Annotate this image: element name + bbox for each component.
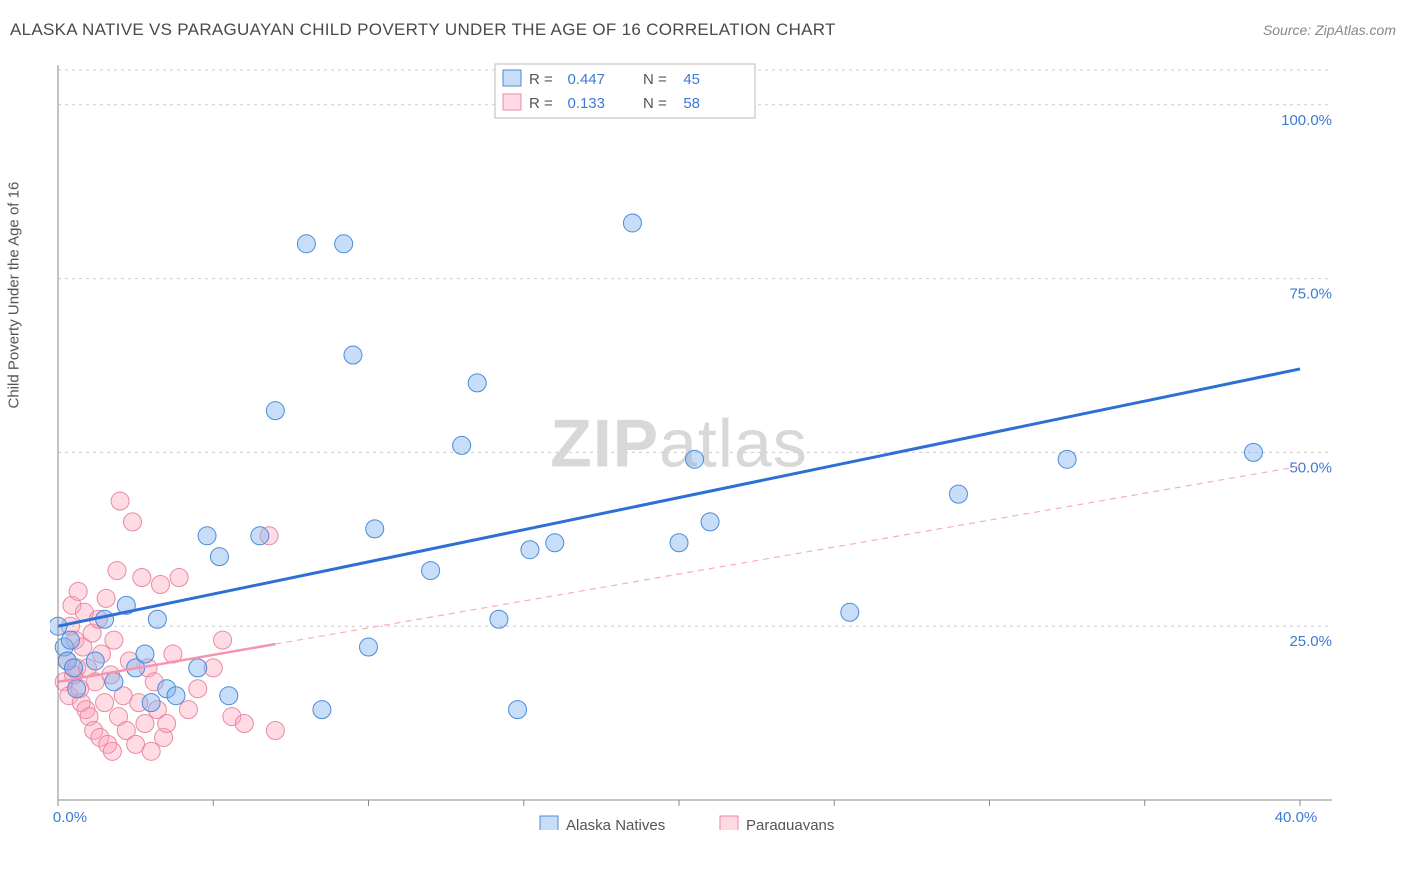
- scatter-point-a: [701, 513, 719, 531]
- scatter-point-a: [251, 527, 269, 545]
- scatter-point-a: [61, 631, 79, 649]
- scatter-point-b: [179, 701, 197, 719]
- legend-r-label-a: R =: [529, 71, 553, 88]
- legend-r-value-a: 0.447: [567, 71, 605, 88]
- legend-n-label-a: N =: [643, 71, 667, 88]
- y-tick-label: 100.0%: [1281, 112, 1332, 129]
- scatter-point-a: [344, 346, 362, 364]
- scatter-point-a: [490, 610, 508, 628]
- scatter-point-b: [133, 569, 151, 587]
- bottom-legend-label-a: Alaska Natives: [566, 817, 665, 830]
- scatter-point-a: [68, 680, 86, 698]
- scatter-point-a: [313, 701, 331, 719]
- scatter-point-a: [949, 485, 967, 503]
- scatter-point-a: [65, 659, 83, 677]
- bottom-legend-swatch-b: [720, 816, 738, 830]
- scatter-point-a: [142, 694, 160, 712]
- scatter-point-a: [623, 214, 641, 232]
- scatter-point-a: [468, 374, 486, 392]
- scatter-point-a: [366, 520, 384, 538]
- scatter-point-a: [546, 534, 564, 552]
- scatter-point-b: [142, 742, 160, 760]
- scatter-point-b: [151, 575, 169, 593]
- scatter-point-b: [103, 742, 121, 760]
- scatter-point-b: [69, 582, 87, 600]
- scatter-point-a: [686, 450, 704, 468]
- scatter-point-a: [360, 638, 378, 656]
- source-label: Source: ZipAtlas.com: [1263, 22, 1396, 38]
- scatter-point-b: [189, 680, 207, 698]
- chart-title: ALASKA NATIVE VS PARAGUAYAN CHILD POVERT…: [10, 20, 836, 40]
- y-axis-label: Child Poverty Under the Age of 16: [6, 182, 23, 409]
- x-tick-label: 40.0%: [1275, 809, 1318, 826]
- scatter-point-b: [158, 715, 176, 733]
- scatter-point-b: [111, 492, 129, 510]
- legend-n-value-a: 45: [683, 71, 700, 88]
- scatter-point-b: [170, 569, 188, 587]
- scatter-point-a: [220, 687, 238, 705]
- scatter-point-b: [214, 631, 232, 649]
- scatter-point-a: [105, 673, 123, 691]
- x-tick-label: 0.0%: [53, 809, 87, 826]
- scatter-point-a: [1058, 450, 1076, 468]
- legend-swatch-a: [503, 70, 521, 86]
- scatter-point-b: [136, 715, 154, 733]
- scatter-point-a: [670, 534, 688, 552]
- scatter-point-a: [453, 436, 471, 454]
- scatter-point-b: [108, 562, 126, 580]
- legend-n-label-b: N =: [643, 95, 667, 112]
- bottom-legend-swatch-a: [540, 816, 558, 830]
- watermark: ZIPatlas: [550, 405, 807, 481]
- scatter-point-a: [509, 701, 527, 719]
- scatter-point-a: [148, 610, 166, 628]
- scatter-point-a: [521, 541, 539, 559]
- y-tick-label: 75.0%: [1289, 286, 1332, 303]
- scatter-point-a: [86, 652, 104, 670]
- legend-swatch-b: [503, 94, 521, 110]
- y-tick-label: 25.0%: [1289, 633, 1332, 650]
- scatter-plot: 25.0% 50.0% 75.0% 100.0% ZIPatlas 0.0% 40.0% R …: [50, 60, 1340, 830]
- legend-n-value-b: 58: [683, 95, 700, 112]
- scatter-point-a: [210, 548, 228, 566]
- scatter-point-a: [1244, 443, 1262, 461]
- chart-area: 25.0% 50.0% 75.0% 100.0% ZIPatlas 0.0% 40.0% R …: [50, 60, 1340, 830]
- scatter-point-b: [97, 589, 115, 607]
- bottom-legend-label-b: Paraguayans: [746, 817, 834, 830]
- scatter-point-a: [266, 402, 284, 420]
- scatter-point-b: [105, 631, 123, 649]
- scatter-point-a: [841, 603, 859, 621]
- scatter-point-a: [198, 527, 216, 545]
- legend-r-label-b: R =: [529, 95, 553, 112]
- scatter-point-a: [335, 235, 353, 253]
- legend-r-value-b: 0.133: [567, 95, 605, 112]
- scatter-point-a: [189, 659, 207, 677]
- scatter-point-b: [266, 721, 284, 739]
- scatter-point-b: [235, 715, 253, 733]
- scatter-point-a: [167, 687, 185, 705]
- scatter-point-a: [136, 645, 154, 663]
- regression-line-b-extrapolated: [275, 466, 1300, 644]
- scatter-point-a: [297, 235, 315, 253]
- scatter-point-b: [124, 513, 142, 531]
- y-tick-label: 50.0%: [1289, 459, 1332, 476]
- scatter-point-b: [96, 694, 114, 712]
- scatter-point-a: [422, 562, 440, 580]
- title-bar: ALASKA NATIVE VS PARAGUAYAN CHILD POVERT…: [10, 20, 1396, 40]
